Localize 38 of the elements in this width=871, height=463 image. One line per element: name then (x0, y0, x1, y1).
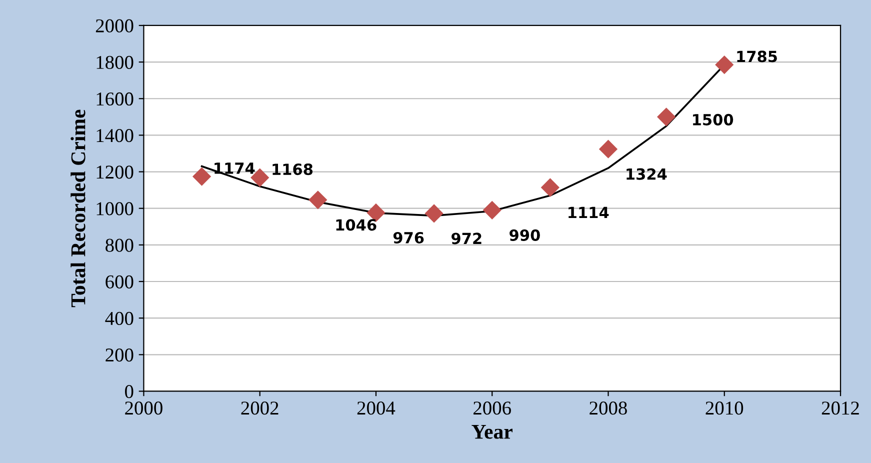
x-tick-label: 2008 (590, 402, 627, 415)
y-tick-label: 1400 (96, 129, 134, 142)
data-label: 972 (452, 232, 482, 244)
data-label: 1785 (737, 50, 777, 62)
data-label: 1500 (693, 114, 734, 126)
data-label: 1046 (336, 219, 376, 231)
data-label: 976 (393, 232, 424, 244)
y-tick-label: 1800 (96, 56, 134, 69)
point (308, 190, 328, 210)
point (482, 200, 502, 220)
data-label: 990 (510, 229, 540, 241)
data-label: 1174 (214, 162, 255, 174)
point (598, 140, 618, 158)
point (540, 178, 560, 197)
y-tick-label: 1000 (96, 202, 134, 216)
data-label: 1168 (272, 164, 313, 176)
point (657, 108, 676, 126)
data-label: 1114 (568, 206, 609, 218)
y-tick-label: 1200 (96, 166, 134, 179)
y-axis-title: Total Recorded Crime (70, 110, 86, 308)
point (715, 55, 734, 74)
x-tick-label: 2012 (822, 402, 859, 415)
x-tick-label: 2010 (706, 402, 744, 415)
x-axis-title: Year (472, 424, 512, 439)
x-tick-label: 2004 (357, 402, 396, 415)
y-tick-label: 400 (105, 312, 134, 326)
y-tick-label: 1600 (96, 92, 134, 106)
y-tick-label: 200 (106, 348, 134, 362)
point (192, 167, 212, 186)
data-label: 1324 (626, 168, 667, 180)
point (424, 204, 444, 223)
y-tick-label: 0 (125, 385, 134, 398)
y-tick-label: 2000 (96, 19, 134, 32)
x-tick-label: 2002 (241, 402, 278, 415)
x-tick-label: 2000 (125, 402, 162, 415)
y-tick-label: 800 (106, 238, 134, 252)
x-tick-label: 2006 (474, 402, 511, 415)
y-tick-label: 600 (106, 275, 134, 288)
